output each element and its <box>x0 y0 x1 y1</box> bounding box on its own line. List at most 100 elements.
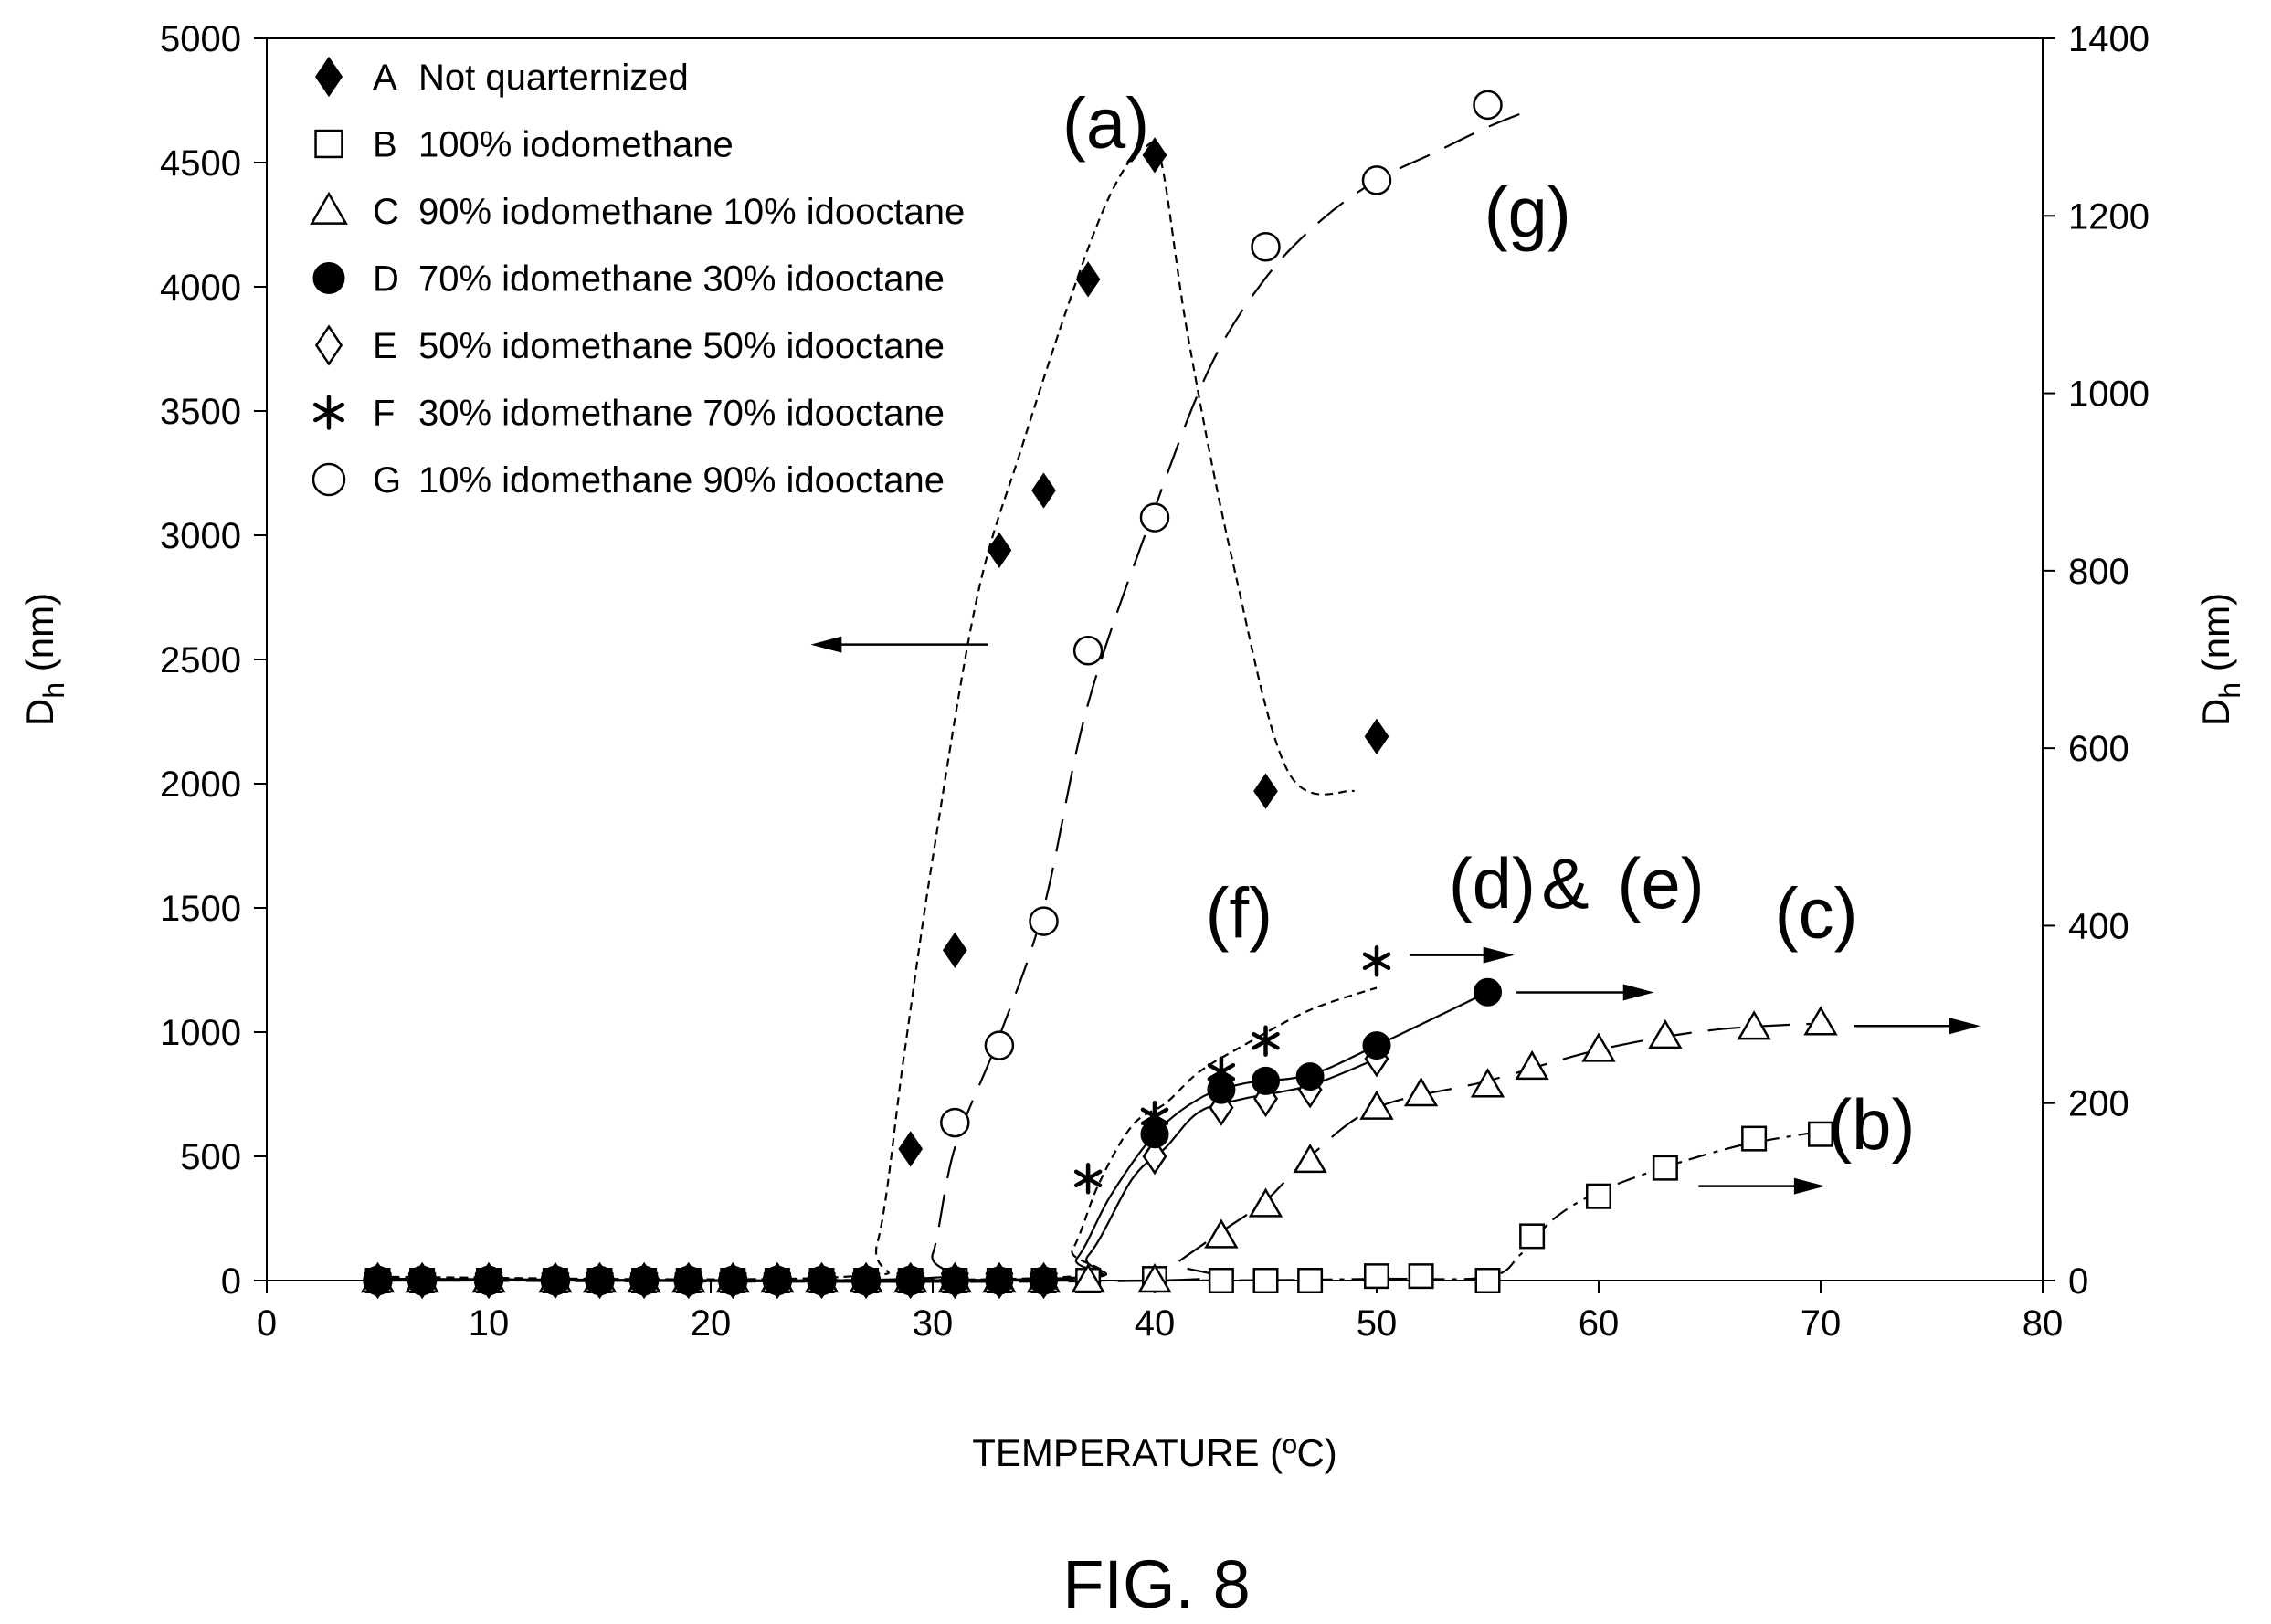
data-point-c <box>1293 1143 1327 1174</box>
arrow-head <box>1949 1018 1981 1035</box>
legend-series-id: E <box>373 326 397 366</box>
y-left-tick-label: 3500 <box>160 392 241 432</box>
axis-arrow <box>810 636 988 653</box>
y-left-tick-label: 2000 <box>160 765 241 805</box>
series-d-markers <box>364 977 1502 1295</box>
curve-label: (a) <box>1062 83 1149 163</box>
y-left-tick-label: 500 <box>180 1137 241 1177</box>
legend-marker-f <box>313 395 344 430</box>
data-point-g <box>984 1030 1015 1060</box>
y-right-tick-label: 800 <box>2068 552 2129 592</box>
curve-label: & <box>1542 843 1590 923</box>
y-left-tick-label: 1500 <box>160 889 241 929</box>
data-point-f <box>1140 1101 1169 1133</box>
data-point-a <box>543 1262 568 1299</box>
data-point-d <box>1362 1031 1391 1060</box>
curve-annotations: (a) (g) (d) & (e) (f) (c) (b) <box>1062 83 1916 1165</box>
y-right-axis-symbol: D <box>2194 699 2237 726</box>
data-point-f <box>1207 1056 1236 1088</box>
x-tick-label: 50 <box>1357 1303 1398 1344</box>
data-point-a <box>365 1262 390 1299</box>
legend-series-id: G <box>373 460 401 501</box>
y-left-tick-label: 2500 <box>160 640 241 680</box>
x-tick-label: 30 <box>913 1303 954 1344</box>
y-left-tick-label: 1000 <box>160 1013 241 1053</box>
data-point-c <box>1803 1006 1838 1036</box>
series-e-markers <box>364 1039 1389 1300</box>
data-point-g <box>1139 502 1170 533</box>
legend-series-id: A <box>373 58 397 98</box>
axis-arrow <box>1854 1018 1981 1035</box>
data-point-c <box>1470 1068 1505 1098</box>
axis-arrows <box>810 636 1981 1195</box>
y-left-axis-unit: (nm) <box>18 593 61 682</box>
data-point-f <box>985 1264 1014 1297</box>
curve-label: (g) <box>1484 173 1571 253</box>
data-point-b <box>1741 1125 1768 1152</box>
legend: A Not quarternized B 100% iodomethane C 90% i… <box>310 56 965 501</box>
y-left-tick-label: 4000 <box>160 268 241 308</box>
data-point-a <box>1075 261 1101 298</box>
axis-arrow <box>1698 1177 1825 1195</box>
data-point-c <box>1204 1218 1239 1249</box>
data-point-b <box>1586 1183 1611 1209</box>
x-tick-label: 60 <box>1579 1303 1620 1344</box>
y-left-tick-label: 0 <box>221 1261 241 1302</box>
series-f-markers <box>364 945 1391 1297</box>
data-point-b <box>1652 1155 1678 1181</box>
data-point-g <box>1251 232 1281 262</box>
y-left-axis-symbol: D <box>18 699 61 726</box>
arrow-head <box>1483 946 1515 964</box>
data-point-c <box>1137 1263 1172 1293</box>
x-tick-label: 70 <box>1801 1303 1842 1344</box>
legend-marker-b <box>314 129 343 159</box>
fit-curve-d <box>377 991 1488 1281</box>
data-point-d <box>1474 977 1502 1007</box>
data-point-a <box>1031 472 1056 509</box>
y-left-axis-title: Dh (nm) <box>18 593 70 726</box>
y-right-tick-label: 0 <box>2068 1261 2088 1302</box>
y-right-tick-label: 600 <box>2068 729 2129 769</box>
x-tick-label: 0 <box>257 1303 277 1344</box>
legend-series-id: C <box>373 192 399 232</box>
axis-arrow <box>1516 984 1654 1001</box>
data-point-e <box>1142 1137 1167 1176</box>
data-point-f <box>1362 945 1391 977</box>
x-axis-title: TEMPERATURE (ºC) <box>972 1431 1337 1474</box>
data-point-g <box>1473 90 1503 121</box>
data-point-b <box>1297 1268 1324 1293</box>
legend-series-name: Not quarternized <box>418 58 689 98</box>
data-point-a <box>587 1262 612 1299</box>
fit-curve-a <box>377 142 1356 1281</box>
data-point-a <box>720 1262 745 1299</box>
data-point-g <box>1361 165 1392 195</box>
legend-series-name: 30% idomethane 70% idooctane <box>418 394 945 434</box>
data-point-a <box>409 1262 435 1299</box>
legend-series-id: D <box>373 259 399 300</box>
figure-caption: FIG. 8 <box>1062 1546 1251 1622</box>
legend-series-name: 70% idomethane 30% idooctane <box>418 259 945 300</box>
data-point-b <box>1408 1263 1434 1290</box>
x-tick-label: 40 <box>1135 1303 1176 1344</box>
data-point-a <box>1364 718 1389 754</box>
x-tick-label: 10 <box>469 1303 510 1344</box>
y-right-axis-title: Dh (nm) <box>2194 593 2246 726</box>
data-point-c <box>1581 1032 1616 1062</box>
y-right-tick-label: 1200 <box>2068 196 2150 237</box>
data-point-b <box>1364 1263 1389 1290</box>
data-point-f <box>1030 1264 1058 1297</box>
data-point-d <box>1295 1062 1325 1091</box>
curve-label: (d) <box>1449 843 1536 923</box>
data-point-f <box>1252 1025 1280 1057</box>
data-point-g <box>1072 636 1104 666</box>
data-point-a <box>765 1262 790 1299</box>
data-point-g <box>940 1107 970 1138</box>
legend-marker-c <box>310 191 348 225</box>
y-right-tick-label: 1400 <box>2068 19 2150 59</box>
legend-marker-e <box>314 324 343 366</box>
data-point-a <box>853 1262 879 1299</box>
data-point-c <box>1515 1049 1549 1081</box>
data-point-c <box>1403 1077 1439 1107</box>
axes: 0 10 20 30 40 50 60 70 8005001000150020002500300… <box>160 19 2150 1344</box>
